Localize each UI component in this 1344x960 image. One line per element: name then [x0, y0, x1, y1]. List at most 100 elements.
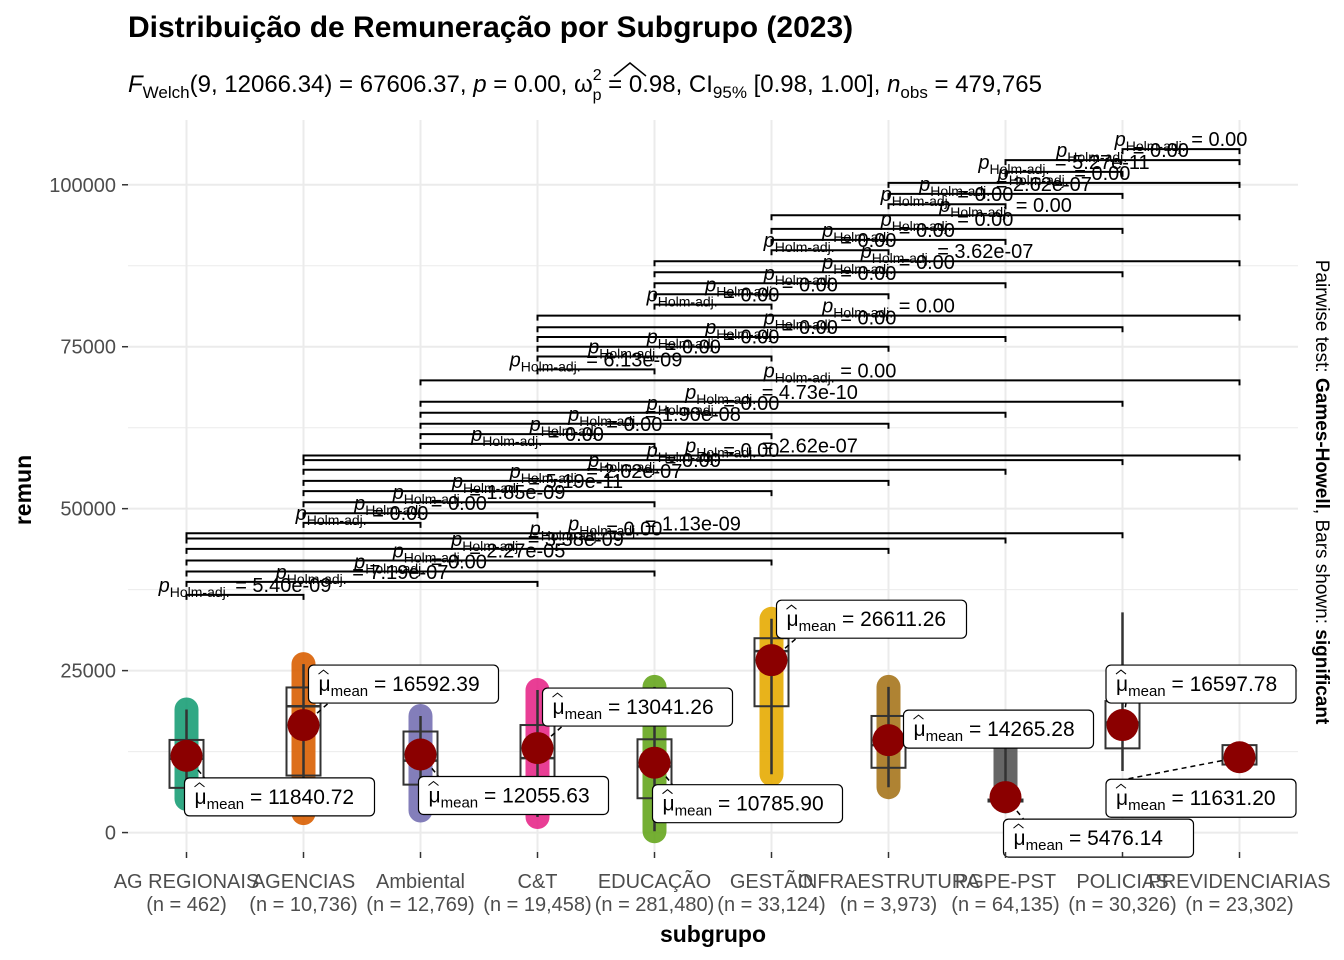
- comparison-bracket: [536, 326, 1124, 333]
- comparison-label: pHolm-adj. = 0.00: [880, 184, 1014, 209]
- comparison-bracket: [1121, 148, 1241, 155]
- comparison-bracket: [770, 249, 890, 256]
- box: [285, 686, 322, 777]
- mean-label: μmean = 11631.20: [1116, 787, 1276, 814]
- y-axis: 0 25000 50000 75000 100000: [49, 175, 128, 845]
- mean-label: μmean = 26611.26: [787, 608, 947, 635]
- comparison-bracket: [536, 355, 773, 362]
- comparison-bracket: [653, 293, 890, 300]
- x-axis: AG REGIONAIS(n = 462) AGENCIAS(n = 10,736…: [114, 852, 1331, 916]
- mean-leader: [771, 637, 797, 661]
- mean-label: μmean = 10785.90: [663, 793, 824, 820]
- x-tick-label: EDUCAÇÃO: [598, 869, 711, 893]
- mean-point: [638, 746, 671, 779]
- subtitle-ci-sub: 95%: [713, 83, 747, 102]
- comparison-bracket: [302, 459, 1124, 466]
- x-tick-count: (n = 30,326): [1068, 894, 1176, 916]
- comparison-bracket: [185, 593, 305, 600]
- comparison-label: pHolm-adj. = 7.19e-07: [275, 562, 449, 587]
- pairwise-caption-shown: significant: [1311, 629, 1332, 725]
- mean-hat-icon: [1115, 669, 1127, 675]
- comparison-bracket: [185, 580, 539, 587]
- comparison-bracket: [302, 501, 656, 508]
- y-tick-label: 50000: [60, 499, 116, 521]
- mean-hat-icon: [913, 714, 924, 720]
- comparison-bracket: [887, 203, 1007, 210]
- mean-label-box: [651, 784, 844, 824]
- mean-point: [755, 644, 788, 677]
- mean-label: μmean = 11840.72: [195, 786, 355, 813]
- mean-hat-icon: [428, 780, 439, 786]
- mean-hat-icon: [1013, 823, 1024, 829]
- x-tick-count: (n = 19,458): [483, 894, 591, 916]
- comparison-bracket: [302, 479, 890, 486]
- mean-hat-icon: [552, 692, 563, 698]
- x-tick-count: (n = 23,302): [1185, 894, 1293, 916]
- mean-point: [287, 709, 320, 742]
- mean-point: [404, 738, 437, 771]
- mean-markers: μmean = 11840.72 μmean = 16592.39 μmean = …: [170, 599, 1297, 858]
- x-axis-title: subgrupo: [660, 921, 766, 947]
- subtitle-ci-value: [0.98, 1.00],: [747, 71, 887, 98]
- comparison-label: pHolm-adj. = 0.00: [763, 263, 897, 288]
- comparison-bracket: [185, 570, 656, 577]
- comparison-label: pHolm-adj. = 0.00: [353, 493, 487, 518]
- x-tick-count: (n = 3,973): [840, 894, 937, 916]
- x-tick-count: (n = 462): [146, 894, 227, 916]
- subtitle-n-sub: obs: [900, 83, 927, 102]
- mean-hat-icon: [194, 782, 205, 788]
- x-tick-count: (n = 33,124): [717, 894, 825, 916]
- subtitle-stat-symbol: F: [128, 71, 144, 98]
- mean-leader: [537, 725, 563, 749]
- y-axis-title: remun: [10, 455, 36, 525]
- comparison-label: pHolm-adj. = 0.00: [763, 230, 897, 255]
- comparison-label: pHolm-adj. = 0.00: [529, 414, 663, 439]
- comparison-bracket: [770, 214, 1241, 221]
- subtitle-p-symbol: p: [472, 71, 486, 98]
- comparison-bracket: [419, 411, 1007, 418]
- comparison-bracket: [419, 400, 1124, 407]
- comparison-bracket: [302, 512, 539, 519]
- mean-hat-icon: [318, 669, 329, 675]
- comparison-label: pHolm-adj. = 3.62e-07: [860, 241, 1034, 266]
- subtitle-effect-sub: p: [593, 87, 602, 104]
- mean-point: [1223, 741, 1256, 774]
- comparison-bracket: [887, 181, 1241, 188]
- comparison-label: pHolm-adj. = 5.40e-09: [158, 575, 332, 600]
- comparison-bracket: [419, 442, 656, 449]
- comparison-label: pHolm-adj. = 0.00: [1114, 129, 1248, 154]
- comparison-bracket: [302, 490, 773, 497]
- comparison-bracket: [536, 336, 1007, 343]
- comparison-label: pHolm-adj. = 1.13e-09: [567, 513, 741, 538]
- chart-subtitle: FWelch(9, 12066.34) = 67606.37, p = 0.00…: [128, 67, 1042, 104]
- x-tick-count: (n = 64,135): [951, 894, 1059, 916]
- comparison-bracket: [419, 433, 773, 440]
- comparison-label: pHolm-adj. = 2.62e-07: [918, 174, 1092, 199]
- subtitle-effect-sup: 2: [593, 67, 602, 84]
- x-tick-label: PREVIDENCIARIAS: [1148, 871, 1330, 893]
- mean-label-box: [417, 775, 610, 816]
- mean-leader: [303, 702, 329, 726]
- comparison-label: pHolm-adj. = 1.90e-08: [567, 404, 741, 429]
- y-tick-label: 25000: [60, 661, 116, 683]
- mean-leader: [1125, 756, 1240, 780]
- comparison-bracket: [770, 227, 1124, 234]
- mean-label-box: [1105, 664, 1297, 704]
- subtitle-n-value: = 479,765: [928, 71, 1042, 98]
- comparison-label: pHolm-adj. = 0.00: [353, 552, 487, 577]
- mean-label-box: [902, 709, 1095, 749]
- subtitle-p-value: = 0.00,: [487, 71, 574, 98]
- comparison-bracket: [419, 379, 1241, 386]
- comparison-label: pHolm-adj. = 6.13e-09: [509, 349, 683, 374]
- comparison-bracket: [536, 368, 656, 375]
- y-tick-label: 75000: [60, 337, 116, 359]
- comparison-bracket: [1004, 170, 1124, 177]
- comparison-label: pHolm-adj. = 0.00: [1055, 140, 1189, 165]
- comparison-label: pHolm-adj. = 0.00: [821, 296, 955, 321]
- mean-point: [170, 739, 203, 772]
- comparison-label: pHolm-adj. = 2.62e-07: [509, 461, 683, 486]
- subtitle-stat-value: = 67606.37,: [332, 71, 473, 98]
- comparison-label: pHolm-adj. = 0.00: [646, 393, 780, 418]
- subtitle-stat-sub: Welch: [143, 83, 190, 102]
